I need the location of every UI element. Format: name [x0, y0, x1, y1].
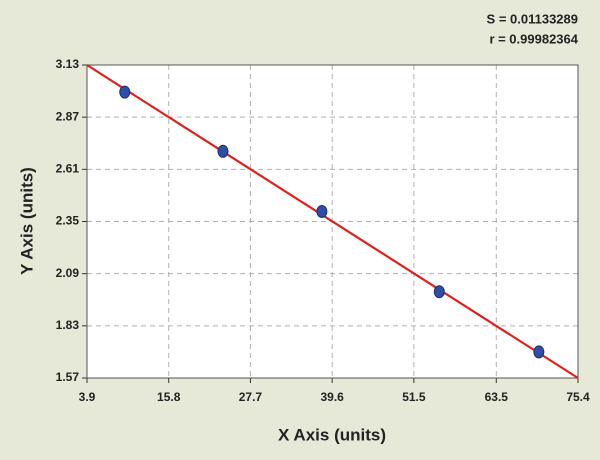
y-tick-label: 1.57	[56, 370, 80, 384]
data-point	[433, 285, 445, 299]
data-point	[217, 144, 229, 158]
fit-line	[86, 64, 579, 379]
data-point	[119, 85, 131, 99]
x-tick-label: 39.6	[320, 390, 344, 404]
data-point	[533, 345, 545, 359]
data-point	[316, 204, 328, 218]
x-axis-label: X Axis (units)	[278, 425, 386, 444]
x-tick-label: 27.7	[239, 390, 263, 404]
y-tick-label: 2.35	[56, 214, 80, 228]
y-tick-label: 2.09	[56, 266, 80, 280]
y-tick-label: 1.83	[56, 318, 80, 332]
y-tick-label: 2.61	[56, 162, 80, 176]
x-tick-label: 51.5	[402, 390, 426, 404]
annotation: r = 0.99982364	[489, 31, 578, 46]
x-tick-label: 75.4	[566, 390, 590, 404]
plot-frame	[86, 64, 579, 379]
y-tick-label: 3.13	[56, 57, 80, 71]
x-tick-label: 15.8	[157, 390, 181, 404]
x-tick-label: 63.5	[485, 390, 509, 404]
y-tick-label: 2.87	[56, 109, 80, 123]
x-tick-label: 3.9	[79, 390, 96, 404]
y-axis-label: Y Axis (units)	[17, 167, 36, 275]
annotation: S = 0.01133289	[487, 11, 578, 26]
